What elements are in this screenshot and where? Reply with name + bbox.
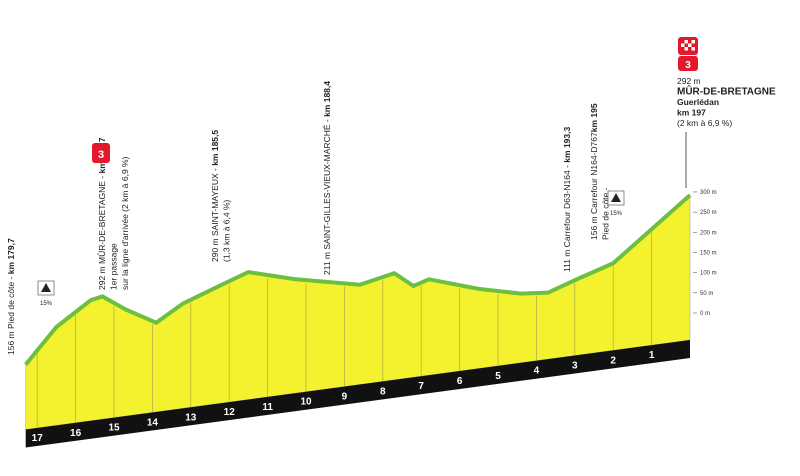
annotation-text: (1,3 km à 6,4 %) [222, 199, 232, 262]
gradient-label: 15% [610, 211, 623, 217]
flag-cell [684, 40, 688, 44]
finish-climb-badge [678, 56, 698, 71]
climb-badge [92, 143, 110, 163]
km-label: 7 [418, 381, 424, 392]
km-label: 12 [224, 407, 236, 418]
km-label: 6 [457, 376, 463, 387]
annotation-text: 156 m Pied de côte - [6, 274, 16, 355]
gradient-icon [611, 193, 621, 202]
strip [25, 340, 690, 448]
km-label: 10 [300, 397, 312, 408]
annotation: 156 m Carrefour N164-D767km 195 [589, 103, 599, 240]
y-tick-label: 250 m [700, 210, 717, 216]
finish-text: (2 km à 6,9 %) [677, 118, 732, 128]
annotation: sur la ligne d'arrivée (2 km à 6,9 %) [120, 156, 130, 290]
km-label: 16 [70, 428, 82, 439]
annotation: 111 m Carrefour D63-N164 - km 193,3 [562, 127, 572, 272]
annotation-text: sur la ligne d'arrivée (2 km à 6,9 %) [120, 156, 130, 290]
flag-cell [688, 43, 692, 47]
km-label: 2 [610, 355, 616, 366]
km-label: 17 [32, 433, 44, 444]
flag-cell [684, 47, 688, 51]
finish-text: km 197 [677, 108, 706, 118]
km-label: 14 [147, 417, 159, 428]
annotation-text: 1er passage [109, 243, 119, 290]
annotation-text: 156 m Carrefour N164-D767 [589, 132, 599, 240]
annotation-text: 111 m Carrefour D63-N164 - [562, 163, 572, 272]
km-label: 4 [534, 366, 540, 377]
km-label: 11 [262, 402, 273, 413]
profile-line [24, 193, 692, 366]
gradient-icon [41, 283, 51, 292]
flag-cell [681, 43, 685, 47]
km-label: 5 [495, 371, 501, 382]
annotation-text: 211 m SAINT-GILLES-VIEUX-MARCHÉ - [322, 117, 332, 275]
finish-text: 292 m [677, 76, 701, 86]
annotation: Pied de côte - [601, 187, 611, 240]
y-tick-label: 300 m [700, 190, 717, 196]
annotation-text: 290 m SAINT-MAYEUX - [210, 166, 220, 262]
flag-cell [691, 47, 695, 51]
y-tick-label: 0 m [700, 311, 710, 317]
finish-text: MÛR-DE-BRETAGNE [677, 85, 776, 98]
annotation-km: km 193,3 [562, 127, 572, 163]
gradient-label: 15% [40, 301, 53, 307]
finish-climb-label: 3 [685, 60, 691, 71]
y-tick-label: 150 m [700, 250, 717, 256]
annotation: 156 m Pied de côte - km 179,7 [6, 238, 16, 355]
annotations: 156 m Pied de côte - km 179,7 292 m MÛR-D… [6, 37, 776, 355]
annotation: (1,3 km à 6,4 %) [222, 199, 232, 262]
annotation: 290 m SAINT-MAYEUX - km 185,5 [210, 130, 220, 262]
annotation-km: km 185,5 [210, 130, 220, 166]
km-label: 3 [572, 361, 578, 372]
y-tick-label: 50 m [700, 291, 713, 297]
flag-cell [691, 40, 695, 44]
km-label: 15 [108, 423, 120, 434]
annotation: 211 m SAINT-GILLES-VIEUX-MARCHÉ - km 188… [322, 81, 332, 275]
annotation-km: km 195 [589, 103, 599, 132]
y-tick-label: 100 m [700, 271, 717, 277]
km-label: 13 [185, 412, 197, 423]
annotation-km: km 188,4 [322, 81, 332, 117]
annotation-km: km 179,7 [6, 238, 16, 274]
annotation: 1er passage [109, 243, 119, 290]
finish-text: Guerlédan [677, 97, 719, 107]
km-label: 9 [342, 392, 348, 403]
km-label: 1 [649, 350, 655, 361]
annotation-text: 292 m MÛR-DE-BRETAGNE - [97, 174, 107, 291]
annotation-text: Pied de côte - [601, 187, 611, 240]
km-label: 8 [380, 386, 386, 397]
climb-badge-label: 3 [98, 149, 104, 161]
y-tick-label: 200 m [700, 230, 717, 236]
